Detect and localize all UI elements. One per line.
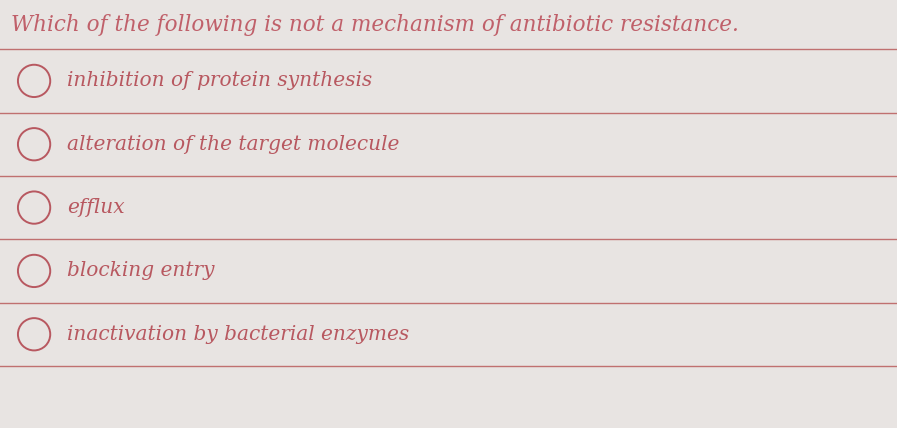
Text: inactivation by bacterial enzymes: inactivation by bacterial enzymes	[67, 325, 410, 344]
Text: efflux: efflux	[67, 198, 125, 217]
Text: blocking entry: blocking entry	[67, 262, 214, 280]
Text: inhibition of protein synthesis: inhibition of protein synthesis	[67, 71, 372, 90]
Text: alteration of the target molecule: alteration of the target molecule	[67, 135, 400, 154]
Text: Which of the following is not a mechanism of antibiotic resistance.: Which of the following is not a mechanis…	[11, 14, 738, 36]
